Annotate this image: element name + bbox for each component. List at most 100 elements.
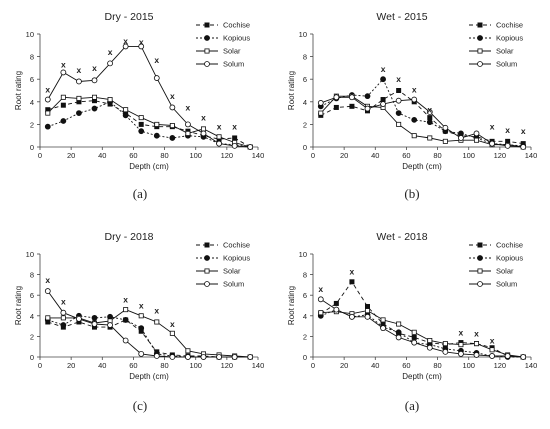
y-tick-label: 10	[26, 30, 34, 39]
data-point	[91, 321, 98, 327]
series-solar	[45, 94, 253, 150]
data-point	[76, 95, 82, 101]
x-tick-label: 60	[402, 151, 410, 160]
data-point	[364, 93, 371, 100]
y-tick-label: 0	[30, 143, 34, 152]
x-tick-label: 140	[252, 151, 265, 160]
data-point	[380, 317, 386, 323]
series-solum	[317, 94, 527, 150]
significance-mark: x	[505, 125, 510, 135]
data-point	[44, 123, 51, 130]
data-point	[349, 313, 355, 320]
legend-label: Cochise	[496, 21, 523, 30]
legend-marker	[477, 35, 483, 41]
data-point	[154, 319, 160, 325]
series-kopious	[44, 98, 254, 150]
series-cochise	[318, 279, 526, 360]
data-point	[247, 144, 254, 150]
data-point	[349, 279, 355, 285]
data-point	[169, 330, 175, 336]
y-tick-label: 10	[299, 30, 307, 39]
x-tick-label: 20	[67, 151, 75, 160]
legend-marker	[204, 242, 210, 248]
significance-mark: x	[139, 301, 144, 311]
significance-mark: x	[201, 113, 206, 123]
data-point	[60, 69, 67, 76]
legend-marker	[477, 255, 483, 261]
y-tick-label: 2	[303, 120, 307, 129]
data-point	[232, 135, 238, 141]
significance-mark: x	[170, 91, 175, 101]
data-point	[333, 306, 340, 313]
data-point	[45, 315, 51, 321]
data-point	[76, 78, 82, 85]
data-point	[380, 97, 386, 103]
data-point	[138, 325, 145, 332]
data-point	[185, 354, 191, 360]
data-point	[60, 118, 67, 124]
significance-mark: x	[123, 294, 128, 304]
legend-entry: Kopious	[196, 254, 250, 263]
series-line	[320, 310, 524, 358]
x-tick-label: 140	[525, 151, 538, 160]
significance-mark: x	[139, 37, 144, 47]
data-point	[427, 135, 433, 141]
significance-mark: x	[45, 84, 50, 94]
data-point	[395, 97, 402, 104]
legend-entry: Solum	[196, 280, 244, 289]
data-point	[122, 337, 129, 344]
data-point	[411, 133, 417, 139]
data-point	[473, 130, 480, 137]
legend-entry: Solar	[196, 47, 241, 56]
data-point	[169, 135, 176, 141]
series-solum	[44, 43, 254, 150]
x-tick-label: 80	[433, 361, 441, 370]
data-point	[44, 288, 51, 294]
data-point	[318, 110, 324, 116]
y-tick-label: 0	[303, 353, 307, 362]
y-axis-label: Root rating	[287, 71, 296, 110]
y-axis-label: Root rating	[14, 71, 23, 110]
x-tick-label: 20	[340, 151, 348, 160]
data-point	[45, 110, 51, 116]
data-point	[364, 313, 371, 320]
legend-label: Cochise	[496, 241, 523, 250]
legend-entry: Kopious	[196, 34, 250, 43]
data-point	[473, 137, 479, 143]
series-kopious	[317, 306, 527, 360]
data-point	[489, 347, 495, 353]
data-point	[473, 352, 480, 358]
data-point	[185, 348, 191, 354]
data-point	[122, 43, 129, 50]
legend-marker	[477, 281, 483, 287]
data-point	[138, 121, 144, 127]
legend-entry: Solum	[469, 60, 517, 69]
data-point	[426, 109, 433, 115]
y-tick-label: 4	[303, 98, 307, 107]
legend-marker	[204, 48, 210, 54]
data-point	[520, 144, 527, 150]
series-line	[47, 100, 251, 148]
x-tick-label: 100	[462, 361, 475, 370]
series-line	[47, 96, 251, 148]
data-point	[426, 344, 433, 351]
y-tick-label: 2	[303, 332, 307, 341]
data-point	[153, 75, 160, 81]
legend-marker	[477, 268, 483, 274]
data-point	[396, 88, 402, 94]
legend-label: Solar	[496, 47, 514, 56]
data-point	[520, 354, 527, 360]
significance-mark: x	[170, 319, 175, 329]
data-point	[216, 134, 222, 140]
data-point	[76, 110, 82, 116]
legend-marker	[204, 61, 210, 67]
y-tick-label: 8	[303, 271, 307, 280]
x-tick-label: 60	[129, 361, 137, 370]
significance-mark: x	[490, 336, 495, 346]
significance-mark: x	[77, 65, 82, 75]
panel-caption: (a)	[133, 186, 147, 201]
legend-label: Solum	[223, 280, 244, 289]
series-line	[47, 319, 251, 358]
legend-entry: Cochise	[196, 241, 250, 250]
